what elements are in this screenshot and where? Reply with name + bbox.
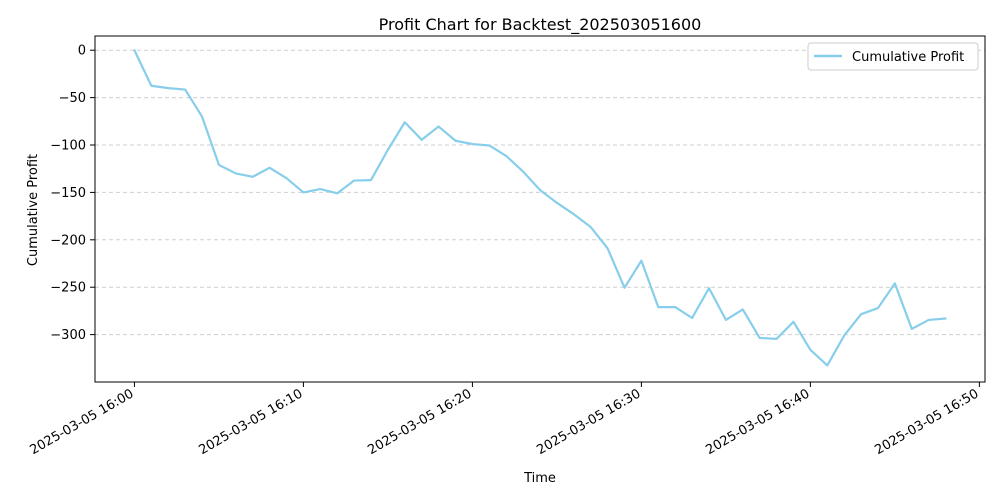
x-tick-label: 2025-03-05 16:50 (872, 386, 981, 458)
x-axis-title: Time (523, 471, 556, 486)
y-axis-title: Cumulative Profit (26, 154, 41, 266)
legend-box (807, 42, 979, 71)
x-tick-label: 2025-03-05 16:40 (703, 386, 812, 458)
series-line-0 (133, 49, 947, 367)
x-tick-label: 2025-03-05 16:10 (196, 386, 305, 458)
series-layer (133, 49, 947, 367)
x-ticks: 2025-03-05 16:00 2025-03-05 16:10 2025-03-… (27, 382, 981, 458)
y-tick-label: −200 (50, 233, 86, 248)
legend-label: Cumulative Profit (852, 50, 964, 65)
x-tick-label: 2025-03-05 16:00 (27, 386, 136, 458)
y-tick-label: −50 (59, 91, 86, 106)
y-tick-label: −150 (50, 186, 86, 201)
grid-layer (95, 49, 985, 336)
y-ticks: 0 −50 −100 −150 −200 −250 −300 (50, 44, 95, 343)
y-tick-label: 0 (78, 44, 86, 59)
chart-title: Profit Chart for Backtest_202503051600 (379, 15, 702, 35)
y-tick-label: −300 (50, 328, 86, 343)
plot-frame (94, 35, 986, 383)
x-tick-label: 2025-03-05 16:20 (365, 386, 474, 458)
legend: Cumulative Profit (807, 42, 979, 71)
x-tick-label: 2025-03-05 16:30 (534, 386, 643, 458)
y-tick-label: −100 (50, 139, 86, 154)
y-tick-label: −250 (50, 281, 86, 296)
